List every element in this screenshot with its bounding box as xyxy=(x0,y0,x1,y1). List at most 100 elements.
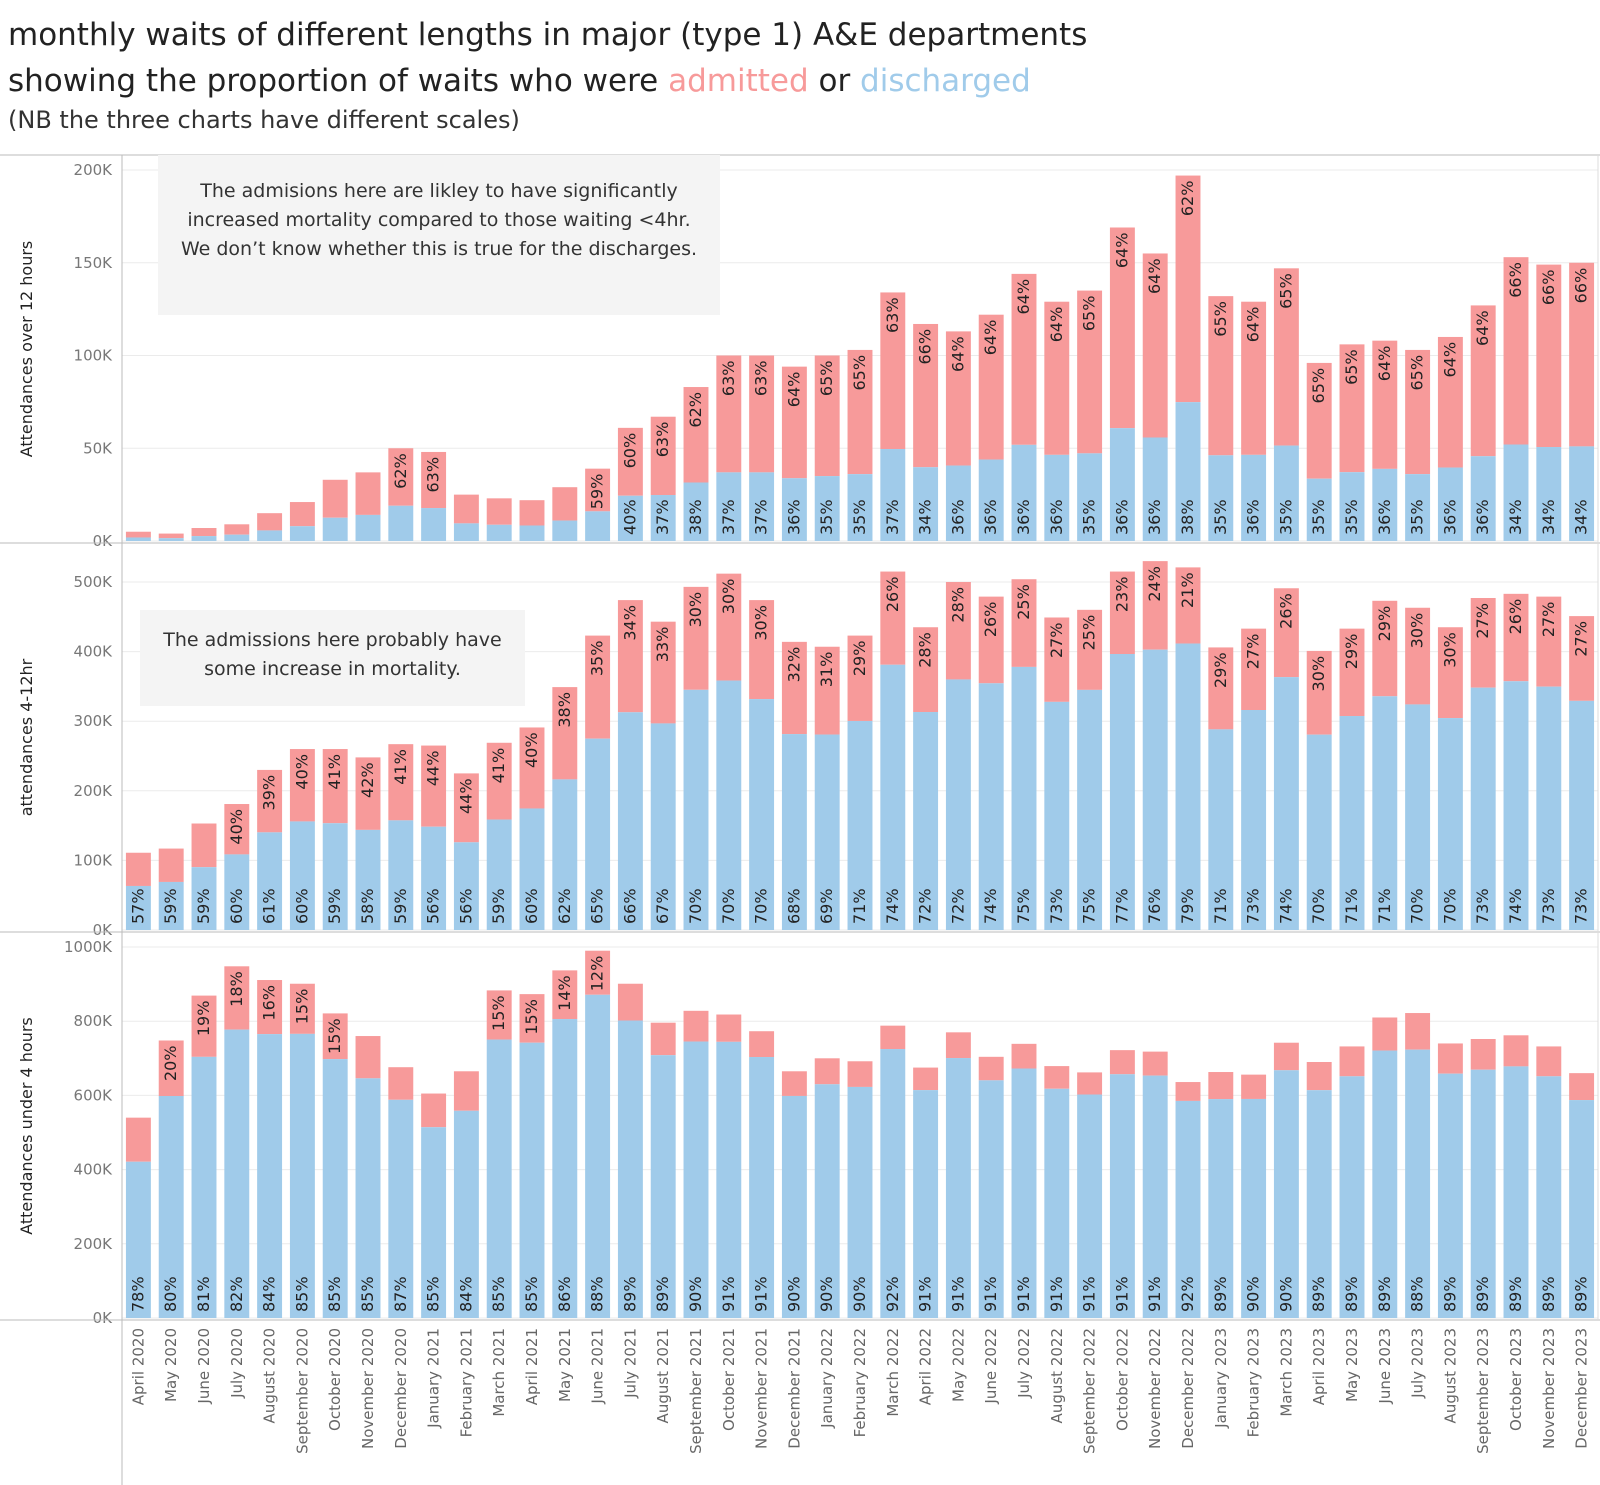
data-label-discharged: 89% xyxy=(1309,1276,1328,1312)
data-label-admitted: 30% xyxy=(1408,613,1427,649)
bar-admitted xyxy=(716,355,742,473)
data-label-discharged: 35% xyxy=(1309,499,1328,535)
x-tick-label: March 2023 xyxy=(1277,1328,1295,1417)
bar-admitted xyxy=(1044,1066,1070,1089)
data-label-discharged: 59% xyxy=(325,888,344,924)
bar-admitted xyxy=(1503,257,1529,445)
bar-admitted xyxy=(289,749,315,822)
x-tick-label: April 2020 xyxy=(129,1328,147,1405)
data-label-discharged: 88% xyxy=(588,1276,607,1312)
bar-discharged xyxy=(1437,1073,1463,1318)
data-label-discharged: 79% xyxy=(1178,888,1197,924)
bar-admitted xyxy=(913,627,939,713)
data-label-admitted: 44% xyxy=(456,778,475,814)
bar-discharged xyxy=(1569,700,1595,930)
bar-discharged xyxy=(519,525,545,541)
bar-admitted xyxy=(388,744,414,821)
bar-discharged xyxy=(1208,1099,1234,1318)
x-tick-label: November 2020 xyxy=(359,1328,377,1449)
bar-discharged xyxy=(1569,1100,1595,1318)
bar-discharged xyxy=(847,474,873,541)
bar-discharged xyxy=(880,449,906,541)
data-label-discharged: 35% xyxy=(1276,499,1295,535)
bar-discharged xyxy=(257,832,283,930)
annotation-4-12h: The admissions here probably have some i… xyxy=(140,610,525,706)
data-label-admitted: 64% xyxy=(784,372,803,408)
bar-discharged xyxy=(683,1041,709,1318)
x-tick-label: October 2020 xyxy=(326,1328,344,1431)
data-label-admitted: 66% xyxy=(1572,268,1591,304)
bar-admitted xyxy=(1142,561,1168,650)
data-label-discharged: 89% xyxy=(1211,1276,1230,1312)
data-label-discharged: 89% xyxy=(1440,1276,1459,1312)
data-label-discharged: 73% xyxy=(1473,888,1492,924)
bar-discharged xyxy=(585,511,611,541)
data-label-admitted: 64% xyxy=(1375,346,1394,382)
data-label-admitted: 27% xyxy=(1244,634,1263,670)
x-tick-label: November 2021 xyxy=(753,1328,771,1449)
bar-discharged xyxy=(1273,1070,1299,1318)
bar-admitted xyxy=(519,500,545,526)
bar-discharged xyxy=(355,514,381,541)
bar-admitted xyxy=(880,571,906,665)
bar-admitted xyxy=(552,970,578,1020)
x-tick-label: June 2022 xyxy=(982,1328,1000,1405)
y-tick-label: 800K xyxy=(74,1012,114,1030)
bar-discharged xyxy=(421,826,447,930)
y-tick-label: 500K xyxy=(74,573,114,591)
data-label-admitted: 26% xyxy=(981,602,1000,638)
x-tick-label: July 2022 xyxy=(1015,1328,1033,1399)
data-label-discharged: 34% xyxy=(1539,499,1558,535)
data-label-discharged: 66% xyxy=(620,888,639,924)
data-label-discharged: 91% xyxy=(948,1276,967,1312)
bar-admitted xyxy=(1536,264,1562,448)
x-tick-label: April 2022 xyxy=(917,1328,935,1405)
data-label-discharged: 73% xyxy=(1539,888,1558,924)
data-label-discharged: 36% xyxy=(1473,499,1492,535)
bar-discharged xyxy=(650,723,676,930)
data-label-admitted: 62% xyxy=(1178,181,1197,217)
data-label-discharged: 72% xyxy=(916,888,935,924)
bar-discharged xyxy=(945,1058,971,1318)
bar-discharged xyxy=(191,1056,217,1318)
data-label-discharged: 89% xyxy=(1572,1276,1591,1312)
bar-discharged xyxy=(1208,729,1234,930)
data-label-admitted: 65% xyxy=(1408,355,1427,391)
bar-admitted xyxy=(421,745,447,827)
bar-admitted xyxy=(1372,340,1398,469)
bar-admitted xyxy=(224,524,250,535)
data-label-discharged: 36% xyxy=(1244,499,1263,535)
bar-discharged xyxy=(1503,1066,1529,1318)
y-tick-label: 600K xyxy=(74,1086,114,1104)
bar-discharged xyxy=(1503,444,1529,541)
bar-discharged xyxy=(224,1029,250,1318)
data-label-discharged: 90% xyxy=(784,1276,803,1312)
data-label-discharged: 85% xyxy=(292,1276,311,1312)
bar-admitted xyxy=(1011,273,1037,445)
bar-discharged xyxy=(585,994,611,1318)
bar-admitted xyxy=(1044,617,1070,702)
bar-discharged xyxy=(1437,467,1463,541)
bar-discharged xyxy=(683,689,709,930)
data-label-admitted: 15% xyxy=(292,989,311,1025)
data-label-discharged: 91% xyxy=(1047,1276,1066,1312)
bar-discharged xyxy=(1437,718,1463,930)
data-label-discharged: 34% xyxy=(1506,499,1525,535)
data-label-admitted: 29% xyxy=(1342,634,1361,670)
data-label-admitted: 40% xyxy=(292,754,311,790)
data-label-admitted: 65% xyxy=(817,361,836,397)
bar-discharged xyxy=(453,842,479,930)
data-label-discharged: 89% xyxy=(1506,1276,1525,1312)
data-label-discharged: 70% xyxy=(1408,888,1427,924)
data-label-discharged: 73% xyxy=(1572,888,1591,924)
bar-discharged xyxy=(125,1161,151,1318)
data-label-discharged: 70% xyxy=(719,888,738,924)
data-label-admitted: 66% xyxy=(1506,262,1525,298)
bar-discharged xyxy=(1142,1075,1168,1318)
bar-discharged xyxy=(1011,1068,1037,1318)
data-label-discharged: 36% xyxy=(1014,499,1033,535)
data-label-admitted: 60% xyxy=(620,433,639,469)
data-label-discharged: 35% xyxy=(1408,499,1427,535)
bar-admitted xyxy=(945,331,971,466)
data-label-admitted: 63% xyxy=(653,422,672,458)
